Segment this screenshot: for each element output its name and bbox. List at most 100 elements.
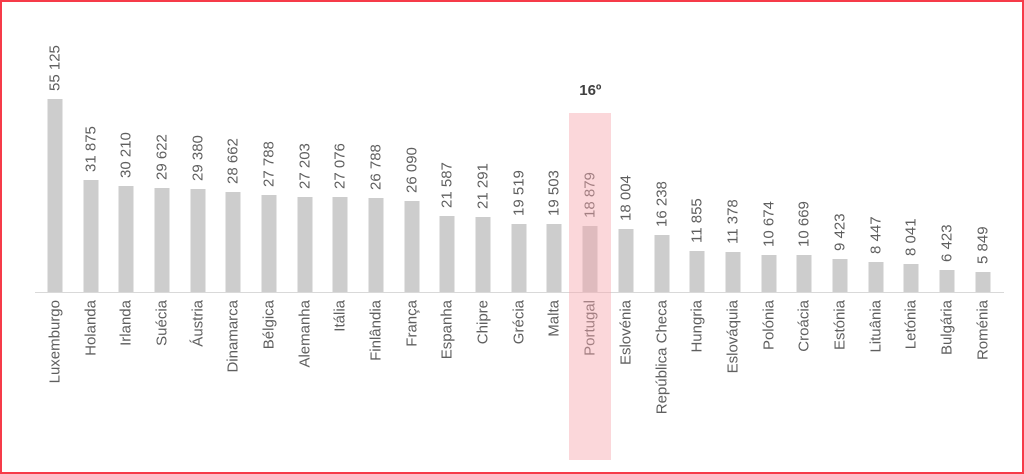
bar-column: 16 238 República Checa bbox=[644, 2, 680, 460]
bar-value-label: 27 076 bbox=[331, 143, 349, 190]
bar-column: 10 674 Polónia bbox=[751, 2, 787, 460]
x-axis-label: Chipre bbox=[474, 300, 492, 345]
bar bbox=[689, 250, 705, 292]
bar-column: 10 669 Croácia bbox=[786, 2, 822, 460]
bar-column: 31 875 Holanda bbox=[73, 2, 109, 460]
x-axis-label: Polónia bbox=[760, 300, 778, 351]
bar bbox=[796, 254, 812, 292]
bar bbox=[225, 191, 241, 292]
bar bbox=[475, 217, 491, 292]
bar bbox=[118, 186, 134, 292]
x-axis-label: França bbox=[403, 300, 421, 347]
bar bbox=[261, 194, 277, 292]
bar-value-label: 5 849 bbox=[974, 225, 992, 264]
bar-column: 28 662 Dinamarca bbox=[215, 2, 251, 460]
bar-column: 29 380 Áustria bbox=[180, 2, 216, 460]
bar bbox=[582, 225, 598, 292]
bar bbox=[761, 254, 777, 292]
x-axis-label: Finlândia bbox=[367, 300, 385, 361]
bar-value-label: 8 041 bbox=[902, 218, 920, 256]
bar bbox=[939, 269, 955, 292]
bar-value-label: 9 423 bbox=[831, 213, 849, 252]
x-axis-label: Bélgica bbox=[260, 300, 278, 350]
x-axis-label: Estónia bbox=[831, 300, 849, 351]
bar-value-label: 26 090 bbox=[403, 146, 421, 193]
bar-column: 11 855 Hungria bbox=[679, 2, 715, 460]
x-axis-label: Hungria bbox=[688, 300, 706, 353]
bar-column: 27 076 Itália bbox=[323, 2, 359, 460]
bar-value-label: 28 662 bbox=[224, 137, 242, 184]
bar bbox=[618, 228, 634, 292]
bar-chart: 55 125 Luxemburgo 31 875 Holanda 30 210 Irlan… bbox=[37, 2, 1001, 460]
bar-value-label: 8 447 bbox=[867, 216, 885, 255]
bar bbox=[190, 189, 206, 292]
x-axis-label: Lituânia bbox=[867, 300, 885, 353]
bar-value-label: 10 669 bbox=[795, 200, 813, 247]
bar-value-label: 30 210 bbox=[117, 132, 135, 179]
bar-value-label: 18 004 bbox=[617, 175, 635, 221]
bar-column: 21 587 Espanha bbox=[430, 2, 466, 460]
bar-value-label: 19 519 bbox=[510, 169, 528, 216]
bar-column: 9 423 Estónia bbox=[822, 2, 858, 460]
bar-value-label: 29 380 bbox=[189, 135, 207, 182]
x-axis-label: Alemanha bbox=[296, 300, 314, 368]
bar-value-label: 29 622 bbox=[153, 134, 171, 181]
x-axis-label: Letónia bbox=[902, 300, 920, 350]
bar-value-label: 21 291 bbox=[474, 163, 492, 210]
bar bbox=[832, 259, 848, 292]
bar bbox=[297, 196, 313, 292]
bar-column: 27 203 Alemanha bbox=[287, 2, 323, 460]
bar-column: 8 447 Lituânia bbox=[858, 2, 894, 460]
bar-column: 21 291 Chipre bbox=[465, 2, 501, 460]
x-axis-label: Dinamarca bbox=[224, 300, 242, 373]
x-axis-label: Áustria bbox=[189, 300, 207, 347]
bar-value-label: 11 855 bbox=[688, 197, 706, 243]
bar bbox=[725, 252, 741, 292]
x-axis-label: Grécia bbox=[510, 300, 528, 345]
bar-column: 6 423 Bulgária bbox=[929, 2, 965, 460]
bar bbox=[868, 262, 884, 292]
bar-column: 55 125 Luxemburgo bbox=[37, 2, 73, 460]
bar-value-label: 19 503 bbox=[545, 169, 563, 216]
bar bbox=[654, 235, 670, 292]
bar-value-label: 10 674 bbox=[760, 200, 778, 247]
x-axis-label: Portugal bbox=[581, 300, 599, 356]
bar bbox=[154, 188, 170, 292]
bar bbox=[903, 263, 919, 292]
x-axis-label: Espanha bbox=[438, 300, 456, 360]
bar-value-label: 27 788 bbox=[260, 140, 278, 187]
x-axis-label: Roménia bbox=[974, 300, 992, 361]
x-axis-label: Itália bbox=[331, 300, 349, 332]
bar-value-label: 11 378 bbox=[724, 199, 742, 245]
bar-column: 5 849 Roménia bbox=[965, 2, 1001, 460]
x-axis-label: Holanda bbox=[82, 300, 100, 356]
x-axis-label: Eslováquia bbox=[724, 300, 742, 374]
bar-column: 18 879 Portugal bbox=[572, 2, 608, 460]
bar-value-label: 16 238 bbox=[653, 181, 671, 228]
bar-column: 18 004 Eslovénia bbox=[608, 2, 644, 460]
bar-column: 27 788 Bélgica bbox=[251, 2, 287, 460]
bar-value-label: 31 875 bbox=[82, 126, 100, 173]
bar-value-label: 55 125 bbox=[46, 45, 64, 91]
bar bbox=[368, 198, 384, 292]
bar bbox=[975, 271, 991, 292]
x-axis-label: Bulgária bbox=[938, 300, 956, 356]
bar-column: 19 503 Malta bbox=[537, 2, 573, 460]
x-axis-label: Irlanda bbox=[117, 300, 135, 346]
bar-column: 30 210 Irlanda bbox=[108, 2, 144, 460]
bar bbox=[404, 200, 420, 292]
bar-value-label: 18 879 bbox=[581, 172, 599, 218]
bar-value-label: 21 587 bbox=[438, 162, 456, 209]
bar bbox=[511, 223, 527, 292]
bar bbox=[546, 223, 562, 292]
x-axis-line bbox=[35, 292, 1004, 293]
bar-value-label: 6 423 bbox=[938, 223, 956, 262]
bar-column: 29 622 Suécia bbox=[144, 2, 180, 460]
x-axis-label: Eslovénia bbox=[617, 300, 635, 366]
x-axis-label: Suécia bbox=[153, 300, 171, 346]
x-axis-label: Malta bbox=[545, 300, 563, 337]
bar-column: 26 788 Finlândia bbox=[358, 2, 394, 460]
x-axis-label: Luxemburgo bbox=[46, 300, 64, 384]
bar bbox=[47, 99, 63, 292]
bar-column: 19 519 Grécia bbox=[501, 2, 537, 460]
